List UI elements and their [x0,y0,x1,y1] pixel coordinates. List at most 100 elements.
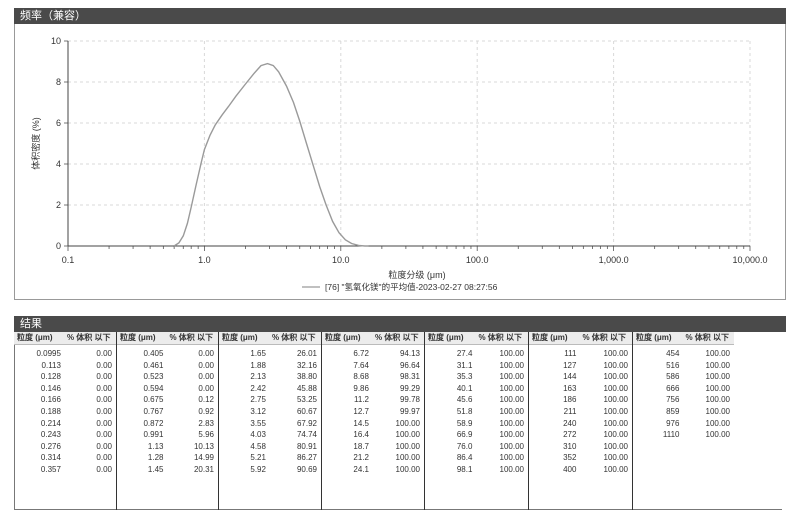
volume-cell: 0.00 [198,383,214,393]
y-tick-label: 4 [56,159,61,169]
size-cell: 8.68 [353,372,369,382]
volume-cell: 100.00 [395,430,420,440]
table-row: 5.92 90.69 [219,464,321,476]
size-cell: 0.523 [143,372,164,382]
volume-cell: 0.12 [198,395,214,405]
table-row: 8.68 98.31 [322,371,424,383]
size-cell: 0.594 [143,383,164,393]
size-cell: 0.146 [40,383,61,393]
volume-cell: 100.00 [499,383,524,393]
volume-cell: 0.00 [96,349,112,358]
table-row: 16.4 100.00 [322,429,424,441]
size-cell: 5.21 [250,453,266,463]
size-cell: 0.405 [143,349,164,358]
volume-cell: 99.78 [399,395,420,405]
size-cell: 51.8 [456,406,473,416]
volume-cell: 100.00 [499,406,524,416]
volume-cell: 100.00 [603,464,628,474]
size-cell: 1110 [662,430,680,440]
table-row: 111 100.00 [529,348,632,360]
y-tick-label: 0 [56,241,61,251]
table-row: 0.166 0.00 [14,394,116,406]
y-tick-label: 8 [56,77,61,87]
size-cell: 272 [563,430,577,440]
table-header: 粒度 (μm) % 体积 以下 [14,332,116,345]
volume-cell: 100.00 [499,453,524,463]
size-cell: 76.0 [456,441,473,451]
table-row: 21.2 100.00 [322,452,424,464]
frequency-panel-header: 频率（兼容） [14,8,786,24]
table-row: 0.128 0.00 [14,371,116,383]
y-tick-label: 2 [56,200,61,210]
table-row: 31.1 100.00 [425,360,528,372]
volume-cell: 53.25 [296,395,317,405]
volume-cell: 100.00 [705,418,730,428]
volume-cell: 0.92 [198,406,214,416]
table-row: 0.405 0.00 [117,348,218,360]
table-header: 粒度 (μm) % 体积 以下 [322,332,424,345]
size-cell: 40.1 [456,383,473,393]
volume-column-header: % 体积 以下 [66,333,111,342]
size-cell: 0.461 [143,360,164,370]
table-column-group: 粒度 (μm) % 体积 以下 1.65 26.01 1.88 32.16 2.13 38.8… [219,332,322,510]
table-row: 516 100.00 [633,360,734,372]
size-cell: 144 [563,372,577,382]
table-row: 1.13 10.13 [117,441,218,453]
table-row: 976 100.00 [633,418,734,430]
volume-cell: 90.69 [296,464,317,474]
size-cell: 186 [563,395,577,405]
table-row: 0.872 2.83 [117,418,218,430]
size-cell: 86.4 [456,453,473,463]
volume-cell: 0.00 [96,430,112,440]
volume-cell: 100.00 [705,349,730,358]
x-axis-label: 粒度分级 (μm) [388,269,445,280]
size-cell: 6.72 [353,349,369,358]
frequency-chart: 0 2 4 6 8 10 0.1 1.0 10.0 100.0 1,000.0 10,000.0 粒度分… [30,36,768,292]
table-row: 186 100.00 [529,394,632,406]
size-column-header: 粒度 (μm) [636,333,672,342]
volume-cell: 2.83 [198,418,214,428]
volume-cell: 0.00 [198,372,214,382]
size-cell: 666 [666,383,680,393]
volume-cell: 94.13 [399,349,420,358]
volume-cell: 60.67 [296,406,317,416]
volume-cell: 74.74 [296,430,317,440]
results-panel-title: 结果 [20,318,42,330]
volume-cell: 100.00 [603,441,628,451]
size-cell: 4.58 [250,441,266,451]
table-column-group: 粒度 (μm) % 体积 以下 111 100.00 127 100.00 144 100.0… [529,332,633,510]
size-column-header: 粒度 (μm) [325,333,361,342]
table-header: 粒度 (μm) % 体积 以下 [219,332,321,345]
table-row: 76.0 100.00 [425,441,528,453]
volume-cell: 100.00 [603,383,628,393]
volume-cell: 100.00 [705,372,730,382]
size-cell: 58.9 [456,418,473,428]
size-cell: 11.2 [353,395,369,405]
table-row: 211 100.00 [529,406,632,418]
volume-cell: 0.00 [96,383,112,393]
volume-cell: 100.00 [603,430,628,440]
table-row: 454 100.00 [633,348,734,360]
size-cell: 98.1 [456,464,473,474]
table-row: 2.75 53.25 [219,394,321,406]
size-cell: 45.6 [456,395,473,405]
frequency-panel-title: 频率（兼容） [20,10,86,22]
table-row: 1.28 14.99 [117,452,218,464]
volume-cell: 86.27 [296,453,317,463]
volume-cell: 26.01 [296,349,317,358]
table-row: 310 100.00 [529,441,632,453]
results-panel-header: 结果 [14,316,786,332]
size-cell: 976 [666,418,680,428]
table-row: 4.03 74.74 [219,429,321,441]
table-header: 粒度 (μm) % 体积 以下 [117,332,218,345]
size-cell: 0.991 [143,430,164,440]
volume-cell: 100.00 [395,418,420,428]
volume-cell: 0.00 [96,464,112,474]
volume-cell: 80.91 [296,441,317,451]
table-row: 352 100.00 [529,452,632,464]
size-cell: 859 [666,406,680,416]
x-tick-label: 100.0 [466,255,489,265]
size-column-header: 粒度 (μm) [120,333,156,342]
size-cell: 3.12 [250,406,266,416]
table-row: 144 100.00 [529,371,632,383]
